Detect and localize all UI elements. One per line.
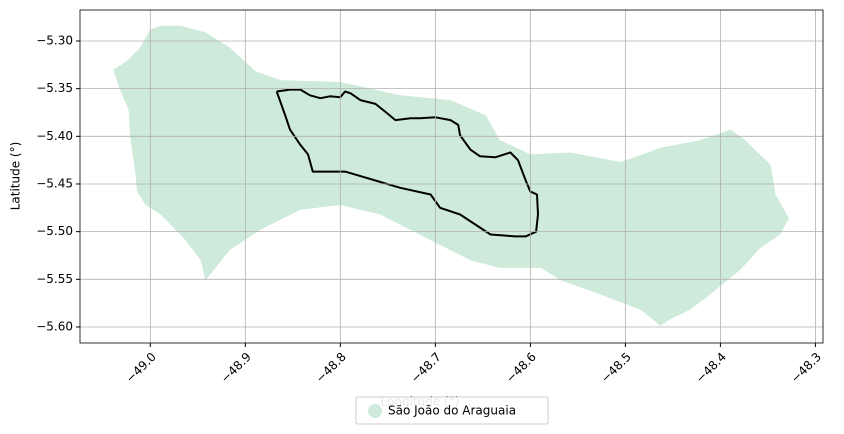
y-tick-label: −5.40: [36, 129, 73, 143]
x-tick-label: −48.4: [693, 350, 729, 386]
y-tick-label: −5.50: [36, 224, 73, 238]
y-tick-label: −5.60: [36, 319, 73, 333]
x-tick-label: −48.6: [503, 350, 539, 386]
region: [113, 25, 789, 326]
outline: [275, 88, 539, 238]
y-tick-label: −5.55: [36, 272, 73, 286]
plot-frame: [79, 9, 824, 344]
x-tick-label: −48.3: [788, 350, 824, 386]
x-tick-label: −49.0: [123, 350, 159, 386]
x-tick-label: −48.7: [408, 350, 444, 386]
legend-label: São João do Araguaia: [388, 404, 516, 418]
x-tick-label: −48.5: [598, 350, 634, 386]
y-tick-label: −5.45: [36, 176, 73, 190]
legend-swatch: [368, 404, 382, 418]
y-tick-label: −5.30: [36, 33, 73, 47]
x-tick-label: −48.9: [218, 350, 254, 386]
legend: [355, 396, 549, 425]
x-tick-label: −48.8: [313, 350, 349, 386]
y-axis-label: Latitude (°): [9, 142, 23, 211]
y-tick-label: −5.35: [36, 81, 73, 95]
